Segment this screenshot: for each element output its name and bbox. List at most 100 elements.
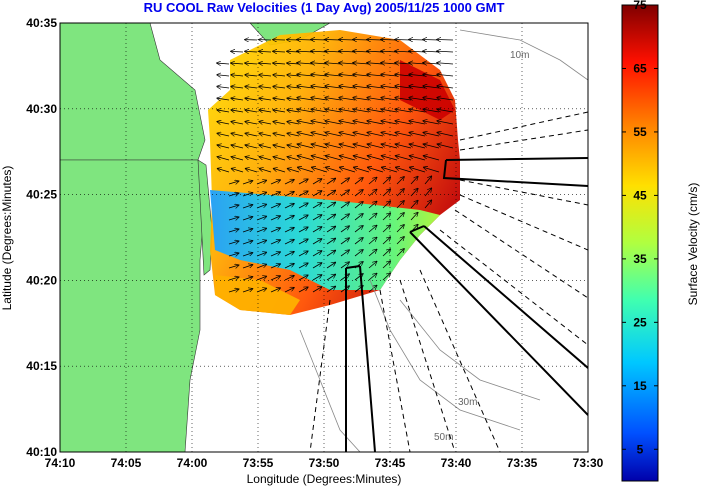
velocity-arrow bbox=[368, 190, 377, 197]
velocity-arrow bbox=[298, 275, 308, 281]
velocity-arrow bbox=[245, 51, 258, 52]
velocity-arrow bbox=[382, 167, 398, 173]
velocity-arrow bbox=[340, 190, 349, 197]
velocity-arrow bbox=[245, 157, 258, 161]
x-tick-label: 73:30 bbox=[573, 456, 604, 470]
velocity-arrow bbox=[396, 225, 404, 233]
velocity-arrow bbox=[312, 179, 322, 185]
velocity-arrow bbox=[228, 217, 239, 220]
velocity-arrow bbox=[424, 156, 440, 161]
velocity-arrow bbox=[437, 109, 454, 113]
velocity-arrow bbox=[340, 250, 349, 257]
velocity-arrow bbox=[298, 227, 308, 233]
velocity-arrow bbox=[273, 75, 286, 76]
velocity-arrow bbox=[260, 169, 272, 173]
velocity-arrow bbox=[217, 75, 230, 76]
x-tick-label: 74:05 bbox=[111, 456, 142, 470]
velocity-arrow bbox=[368, 167, 384, 173]
x-axis-label: Longitude (Degrees:Minutes) bbox=[247, 472, 402, 486]
velocity-arrow bbox=[326, 287, 335, 293]
velocity-arrow bbox=[270, 204, 280, 209]
velocity-arrow bbox=[326, 275, 335, 281]
velocity-arrow bbox=[245, 110, 258, 112]
velocity-arrow bbox=[396, 189, 404, 197]
velocity-arrow bbox=[298, 263, 308, 269]
velocity-arrow bbox=[256, 204, 266, 209]
velocity-arrow bbox=[259, 98, 272, 100]
velocity-arrow bbox=[242, 277, 252, 281]
velocity-arrow bbox=[287, 157, 300, 161]
velocity-arrow bbox=[326, 251, 335, 257]
velocity-arrow bbox=[368, 286, 377, 293]
velocity-arrow bbox=[228, 253, 239, 256]
contour-label-10m: 10m bbox=[510, 50, 529, 61]
velocity-arrow bbox=[245, 133, 258, 136]
velocity-arrow bbox=[231, 145, 244, 149]
velocity-arrow bbox=[284, 276, 294, 281]
velocity-arrow bbox=[270, 192, 280, 197]
velocity-arrow bbox=[298, 179, 308, 185]
velocity-arrow bbox=[326, 227, 335, 233]
velocity-arrow bbox=[382, 225, 390, 233]
velocity-arrow bbox=[273, 157, 286, 161]
velocity-arrow bbox=[231, 133, 244, 136]
velocity-arrow bbox=[259, 157, 272, 161]
velocity-arrow bbox=[354, 250, 363, 257]
velocity-arrow bbox=[368, 250, 377, 257]
velocity-arrow bbox=[340, 178, 349, 185]
colorbar-tick-label: 35 bbox=[633, 252, 647, 266]
velocity-arrow bbox=[382, 249, 390, 257]
velocity-arrow bbox=[273, 133, 286, 136]
velocity-arrow bbox=[270, 276, 280, 281]
velocity-arrow bbox=[437, 144, 454, 149]
velocity-arrow bbox=[326, 156, 342, 161]
velocity-arrow bbox=[340, 167, 356, 173]
velocity-arrow bbox=[312, 239, 322, 245]
velocity-arrow bbox=[410, 156, 426, 161]
colorbar-tick-label: 25 bbox=[633, 315, 647, 329]
velocity-arrows bbox=[217, 40, 454, 293]
velocity-arrow bbox=[368, 202, 377, 209]
colorbar-tick-label: 45 bbox=[633, 188, 647, 202]
velocity-arrow bbox=[256, 240, 266, 245]
velocity-arrow bbox=[242, 193, 252, 197]
velocity-arrow bbox=[354, 202, 363, 209]
velocity-arrow bbox=[382, 213, 390, 221]
land-new-jersey bbox=[60, 159, 206, 452]
y-tick-label: 40:20 bbox=[26, 273, 57, 287]
velocity-arrow bbox=[242, 205, 252, 209]
colorbar-label: Surface Velocity (cm/s) bbox=[686, 183, 700, 306]
velocity-arrow bbox=[259, 133, 272, 136]
velocity-arrow bbox=[259, 51, 272, 52]
velocity-arrow bbox=[228, 181, 239, 184]
velocity-arrow bbox=[298, 156, 314, 161]
velocity-arrow bbox=[396, 167, 412, 173]
velocity-arrow bbox=[256, 216, 266, 221]
velocity-arrow bbox=[217, 98, 230, 100]
velocity-arrow bbox=[312, 215, 322, 221]
velocity-arrow bbox=[298, 203, 308, 209]
velocity-arrow bbox=[437, 51, 454, 52]
velocity-arrow bbox=[270, 288, 280, 293]
x-tick-label: 73:50 bbox=[309, 456, 340, 470]
velocity-arrow bbox=[231, 122, 244, 124]
velocity-arrow bbox=[256, 228, 266, 233]
velocity-arrow bbox=[298, 167, 314, 173]
velocity-arrow bbox=[288, 169, 300, 173]
velocity-arrow bbox=[231, 110, 244, 112]
colorbar-ticks: 75 65 55 45 35 25 15 5 bbox=[622, 0, 658, 456]
velocity-arrow bbox=[298, 191, 308, 197]
velocity-arrow bbox=[382, 273, 390, 281]
velocity-arrow bbox=[242, 253, 252, 257]
velocity-arrow bbox=[340, 262, 349, 269]
velocity-arrow bbox=[437, 121, 454, 125]
velocity-arrow bbox=[242, 289, 252, 293]
x-tick-label: 73:55 bbox=[243, 456, 274, 470]
velocity-arrow bbox=[228, 205, 239, 208]
velocity-arrow bbox=[298, 251, 308, 257]
velocity-arrow bbox=[231, 63, 244, 64]
velocity-arrow bbox=[270, 228, 280, 233]
x-tick-label: 74:10 bbox=[45, 456, 76, 470]
velocity-arrow bbox=[326, 215, 335, 221]
velocity-arrow bbox=[245, 98, 258, 100]
